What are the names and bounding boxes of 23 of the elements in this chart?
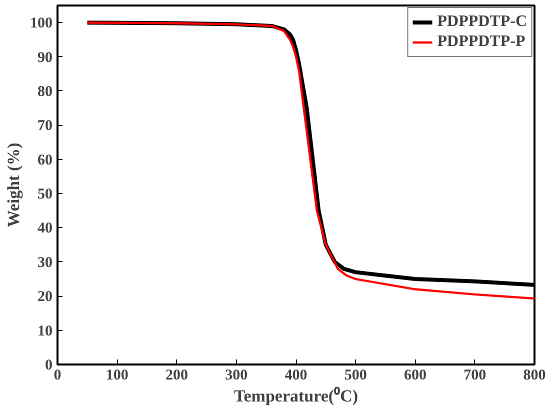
y-tick-label: 90 (38, 50, 52, 66)
x-tick-label: 100 (106, 368, 128, 384)
legend-label: PDPPDTP-P (437, 33, 526, 51)
x-tick-label: 400 (284, 368, 308, 384)
y-tick-label: 100 (30, 16, 52, 32)
legend-label: PDPPDTP-C (437, 13, 527, 31)
y-tick-label: 20 (38, 289, 52, 306)
y-axis-title: Weight (%) (4, 142, 23, 228)
x-tick-label: 600 (404, 368, 426, 384)
y-tick-label: 50 (38, 186, 52, 203)
y-tick-label: 30 (38, 254, 52, 271)
x-tick-label: 700 (464, 368, 486, 384)
x-tick-label: 200 (166, 368, 188, 384)
x-axis-title: Temperature(⁰C) (234, 386, 358, 406)
x-tick-label: 500 (344, 368, 367, 384)
y-tick-label: 10 (38, 323, 52, 340)
y-tick-label: 40 (38, 220, 52, 237)
y-tick-label: 80 (38, 84, 52, 100)
y-tick-label: 0 (45, 358, 52, 374)
y-tick-label: 70 (38, 118, 52, 134)
x-tick-label: 300 (225, 368, 248, 384)
x-tick-label: 800 (523, 368, 546, 384)
y-tick-label: 60 (38, 152, 52, 168)
